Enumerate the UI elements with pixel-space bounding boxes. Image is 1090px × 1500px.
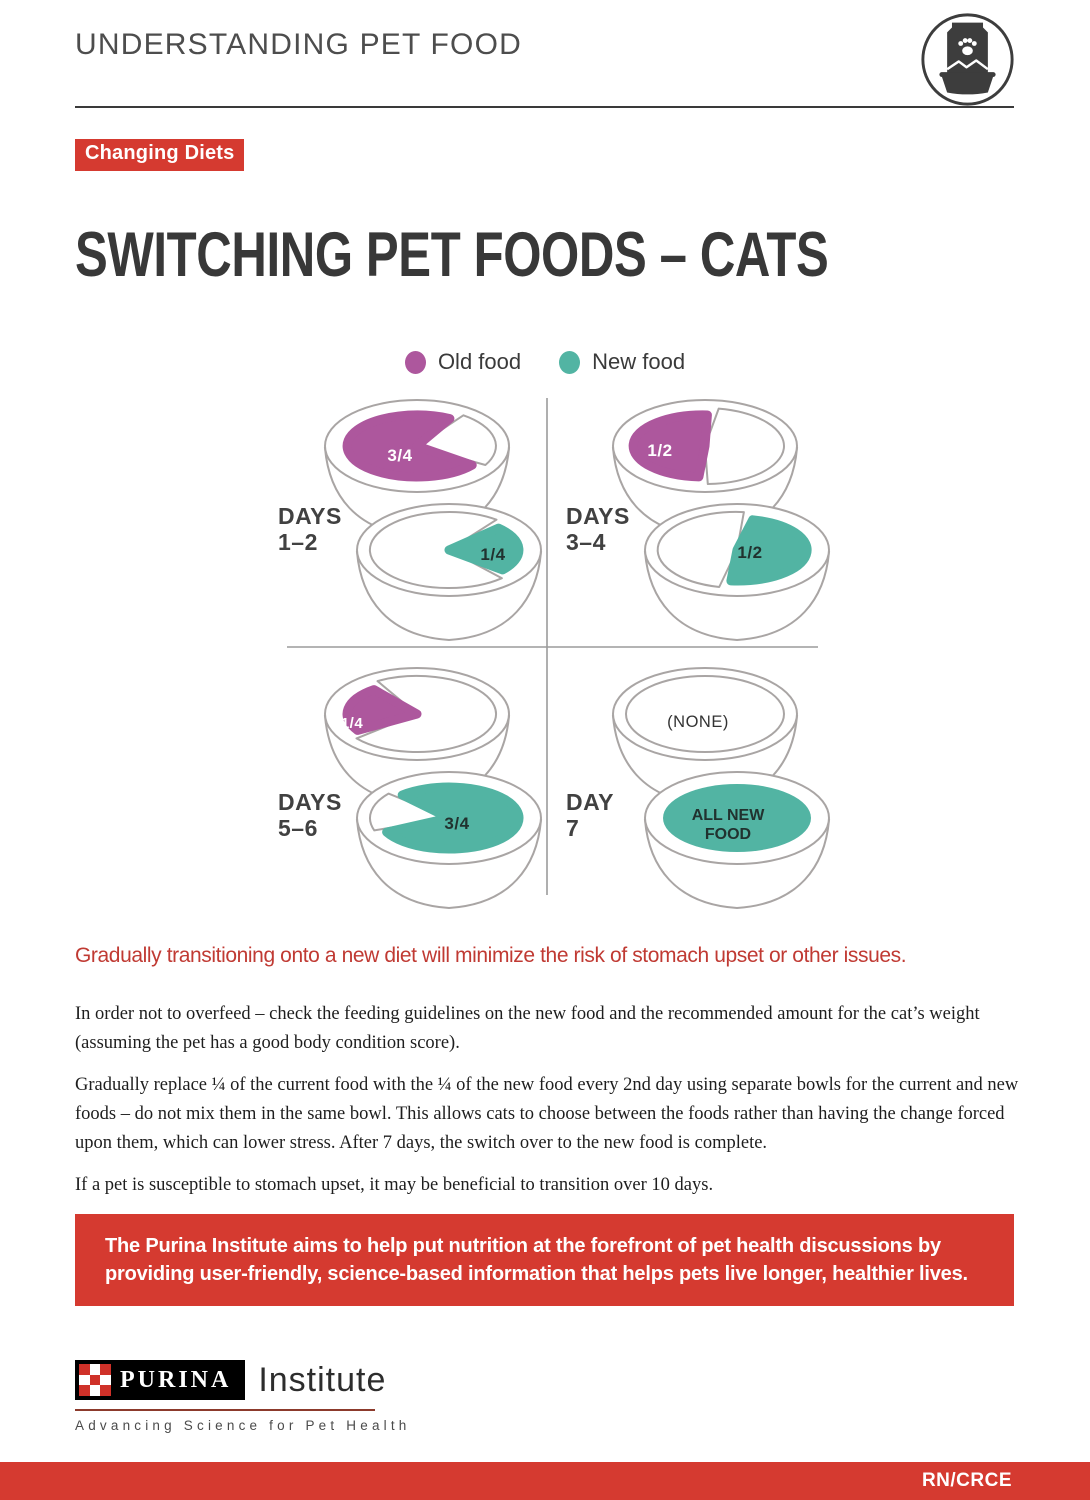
- paragraph-overfeed: In order not to overfeed – check the fee…: [75, 1004, 980, 1053]
- fraction-label: 3/4: [444, 814, 469, 833]
- bowl-body: [355, 551, 543, 642]
- bowl-q1-bottom: 1/4: [355, 503, 543, 642]
- bowl-rim: [644, 771, 830, 865]
- fraction-label: ALL NEW FOOD: [692, 807, 765, 843]
- fraction-label: 3/4: [387, 446, 412, 465]
- bowl-q4-bottom: ALL NEW FOOD: [643, 771, 831, 910]
- day-label: DAY 7: [566, 789, 614, 841]
- day-label: DAYS 1–2: [278, 503, 342, 555]
- institute-wordmark: Institute: [258, 1360, 387, 1399]
- food-fill: [382, 782, 524, 854]
- bowl-empty-region: [355, 675, 498, 753]
- purina-logo-box: PURINA: [75, 1360, 246, 1400]
- purina-checkerboard-icon: [79, 1364, 111, 1396]
- bowl-body: [643, 551, 831, 642]
- bowl-body: [355, 819, 543, 910]
- bowl-rim: [612, 667, 798, 761]
- page-header-title: UNDERSTANDING PET FOOD: [75, 28, 522, 61]
- bowl-body: [323, 447, 511, 538]
- bowl-empty-region: [369, 792, 450, 832]
- header-divider: [75, 106, 1014, 108]
- legend-item-old-food: Old food: [404, 349, 522, 375]
- day-label: DAYS 3–4: [566, 503, 630, 555]
- fraction-label: 1/2: [737, 543, 762, 562]
- bowl-rim: [324, 399, 510, 493]
- logo-row: PURINA Institute: [75, 1360, 411, 1400]
- category-badge: Changing Diets: [75, 139, 245, 171]
- bowl-empty-region: [416, 414, 497, 466]
- bowl-empty-region: [704, 407, 785, 485]
- day-label: DAYS 5–6: [278, 789, 342, 841]
- legend-item-new-food: New food: [559, 349, 685, 375]
- fraction-label: 1/4: [480, 545, 505, 564]
- page-title: SWITCHING PET FOODS – CATS: [75, 220, 829, 290]
- bowl-q4-top: (NONE): [611, 667, 799, 806]
- food-fill: [628, 410, 712, 482]
- body-text: In order not to overfeed – check the fee…: [75, 1000, 1023, 1214]
- paragraph-replace: Gradually replace ¼ of the current food …: [75, 1075, 1019, 1153]
- food-fill: [444, 523, 524, 575]
- food-fill: [342, 410, 477, 482]
- bowl-body: [611, 715, 799, 806]
- bowl-q2-top: 1/2: [611, 399, 799, 538]
- paragraph-stomach-upset: If a pet is susceptible to stomach upset…: [75, 1175, 714, 1196]
- logo-underline: [75, 1409, 375, 1411]
- paw-print-icon: [958, 38, 977, 56]
- bowl-rim: [612, 399, 798, 493]
- bowl-empty-region: [368, 511, 503, 590]
- bowl-rim: [324, 667, 510, 761]
- highlight-sentence: Gradually transitioning onto a new diet …: [75, 944, 907, 967]
- bowl-rim: [356, 503, 542, 597]
- purina-institute-banner: The Purina Institute aims to help put nu…: [75, 1214, 1014, 1306]
- bowl-empty-region: [656, 510, 745, 588]
- bowl-body: [323, 715, 511, 806]
- bowl-body: [611, 447, 799, 538]
- fraction-label: 1/4: [341, 715, 364, 732]
- bowl-q1-top: 3/4: [323, 399, 511, 538]
- pet-food-bag-icon: [921, 13, 1014, 106]
- bowl-rim: [356, 771, 542, 865]
- bowl-q2-bottom: 1/2: [643, 503, 831, 642]
- fraction-label: (NONE): [667, 713, 729, 731]
- bowl-q3-bottom: 3/4: [355, 771, 543, 910]
- legend-label-new: New food: [592, 349, 686, 374]
- food-fill: [342, 685, 422, 735]
- purina-wordmark: PURINA: [120, 1366, 232, 1393]
- logo-tagline: Advancing Science for Pet Health: [75, 1418, 411, 1433]
- bowl-inner-empty: [625, 675, 785, 753]
- bowl-body: [643, 819, 831, 910]
- legend: Old food New food: [0, 349, 1090, 375]
- food-fill: [726, 515, 812, 586]
- purina-institute-logo: PURINA Institute Advancing Science for P…: [75, 1360, 411, 1433]
- old-food-dot-icon: [404, 350, 426, 374]
- legend-label-old: Old food: [437, 349, 522, 374]
- footer-code: RN/CRCE: [921, 1470, 1012, 1491]
- fraction-label: 1/2: [647, 441, 672, 460]
- bowl-rim: [644, 503, 830, 597]
- footer-bar: RN/CRCE: [0, 1462, 1090, 1500]
- bowl-q3-top: 1/4: [323, 667, 511, 806]
- food-fill: [663, 784, 811, 852]
- new-food-dot-icon: [559, 350, 581, 374]
